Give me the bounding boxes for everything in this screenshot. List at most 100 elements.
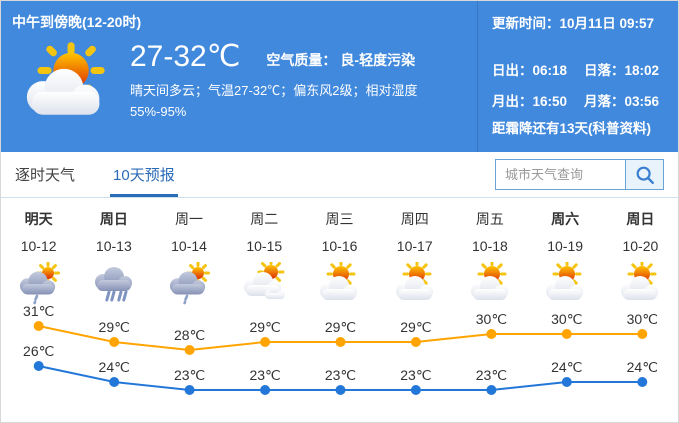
frost-countdown-link[interactable]: 距霜降还有13天(科普资料) (492, 121, 652, 136)
tab-hourly-weather[interactable]: 逐时天气 (15, 167, 76, 184)
day-name: 周日 (626, 211, 655, 227)
temp-point (335, 337, 346, 347)
day-name: 明天 (24, 211, 53, 227)
forecast-day-column: 周日 10-13 (76, 198, 151, 304)
temp-label: 29℃ (249, 319, 280, 335)
search-icon (636, 166, 654, 184)
sun-moon-times: 日出：06:18 日落：18:02 月出：16:50 月落：03:56 (492, 59, 668, 110)
temp-point (109, 337, 120, 347)
air-quality-value: 良-轻度污染 (340, 51, 416, 68)
temp-point (33, 321, 44, 331)
temp-point (486, 329, 497, 339)
temp-point (260, 385, 271, 395)
temp-label: 24℃ (99, 359, 130, 375)
forecast-day-column: 周日 10-20 (603, 198, 678, 304)
day-date: 10-15 (246, 238, 283, 254)
temp-label: 23℃ (476, 367, 507, 383)
day-name: 周四 (400, 211, 429, 227)
temp-point (335, 385, 346, 395)
ten-day-forecast: 明天 10-12 周日 10-13 周一 10-14 周二 10-15 (1, 198, 678, 422)
temp-label: 24℃ (627, 359, 658, 375)
day-date: 10-18 (472, 238, 508, 254)
weather-icon-shower (1, 261, 76, 305)
tab-10-day-forecast[interactable]: 10天预报 (110, 152, 178, 197)
period-title: 中午到傍晚(12-20时) (12, 14, 142, 30)
forecast-day-column: 明天 10-12 (1, 198, 76, 304)
day-date: 10-13 (95, 238, 132, 254)
temp-point (109, 377, 120, 387)
temperature-chart: 31℃ 29℃ 28℃ 29℃ 29℃ 29℃ 30℃ 30℃ 30℃ 26℃ 24℃ 23℃ 23℃ 2… (23, 304, 658, 395)
temp-point (184, 385, 195, 395)
temp-point (184, 345, 195, 355)
day-date: 10-20 (622, 238, 659, 254)
temp-label: 30℃ (476, 311, 507, 327)
temp-label: 23℃ (325, 367, 356, 383)
moonrise: 月出：16:50 (492, 94, 568, 109)
temp-label: 23℃ (400, 367, 431, 383)
temp-label: 30℃ (551, 311, 582, 327)
current-weather-summary: 中午到傍晚(12-20时) (1, 1, 477, 152)
temp-point (410, 337, 421, 347)
search-button[interactable] (625, 159, 664, 190)
weather-icon-suncloud (528, 261, 603, 305)
day-name: 周三 (325, 211, 354, 227)
temp-label: 24℃ (551, 359, 582, 375)
temp-point (410, 385, 421, 395)
temp-label: 23℃ (174, 367, 205, 383)
temp-point (486, 385, 497, 395)
day-name: 周一 (175, 211, 204, 227)
temp-point (561, 377, 572, 387)
city-weather-search (495, 159, 664, 190)
day-name: 周二 (250, 211, 279, 227)
weather-icon-cloudy (227, 261, 302, 305)
forecast-day-column: 周一 10-14 (151, 198, 226, 304)
forecast-day-column: 周五 10-18 (452, 198, 527, 304)
sun-cloud-icon (12, 34, 116, 123)
temp-label: 29℃ (325, 319, 356, 335)
temp-point (637, 329, 648, 339)
temp-label: 29℃ (99, 319, 130, 335)
forecast-day-column: 周三 10-16 (302, 198, 377, 304)
temperature-range: 27-32℃ (130, 40, 241, 73)
temp-label: 31℃ (23, 304, 54, 319)
forecast-day-column: 周四 10-17 (377, 198, 452, 304)
forecast-day-column: 周六 10-19 (528, 198, 603, 304)
day-name: 周日 (99, 211, 128, 227)
day-name: 周五 (475, 211, 504, 227)
current-weather-header: 中午到傍晚(12-20时) (1, 1, 678, 152)
weather-description: 晴天间多云；气温27-32℃；偏东风2级；相对湿度55%-95% (130, 83, 418, 120)
weather-icon-suncloud (452, 261, 527, 305)
day-date: 10-17 (396, 238, 433, 254)
weather-icon-suncloud (377, 261, 452, 305)
day-date: 10-19 (547, 238, 584, 254)
moonset: 月落：03:56 (584, 94, 660, 109)
air-quality-label: 空气质量： (266, 51, 337, 68)
temp-label: 28℃ (174, 327, 205, 343)
weather-icon-suncloud (302, 261, 377, 305)
temp-label: 23℃ (249, 367, 280, 383)
update-time: 更新时间：10月11日 09:57 (492, 16, 655, 31)
day-date: 10-12 (20, 238, 57, 254)
day-date: 10-14 (171, 238, 207, 254)
temp-point (561, 329, 572, 339)
temp-label: 30℃ (627, 311, 658, 327)
sunset: 日落：18:02 (584, 63, 660, 78)
air-quality: 空气质量： 良-轻度污染 (266, 44, 415, 70)
temp-label: 26℃ (23, 343, 54, 359)
forecast-day-column: 周二 10-15 (227, 198, 302, 304)
forecast-day-columns: 明天 10-12 周日 10-13 周一 10-14 周二 10-15 (1, 198, 678, 304)
weather-icon-suncloud (603, 261, 678, 305)
astro-panel: 更新时间：10月11日 09:57 日出：06:18 日落：18:02 月出：1… (477, 1, 678, 152)
day-name: 周六 (551, 211, 580, 227)
temp-point (260, 337, 271, 347)
sunrise: 日出：06:18 (492, 63, 568, 78)
temp-label: 29℃ (400, 319, 431, 335)
weather-icon-shower (151, 261, 226, 305)
tab-bar: 逐时天气 10天预报 (1, 152, 678, 198)
weather-icon-rain (76, 261, 151, 305)
temp-point (33, 361, 44, 371)
search-input[interactable] (495, 159, 625, 190)
temp-point (637, 377, 648, 387)
day-date: 10-16 (321, 238, 358, 254)
